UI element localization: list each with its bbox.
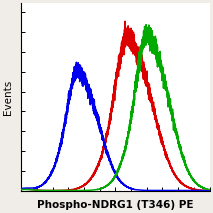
X-axis label: Phospho-NDRG1 (T346) PE: Phospho-NDRG1 (T346) PE	[37, 200, 194, 210]
Y-axis label: Events: Events	[3, 79, 13, 115]
